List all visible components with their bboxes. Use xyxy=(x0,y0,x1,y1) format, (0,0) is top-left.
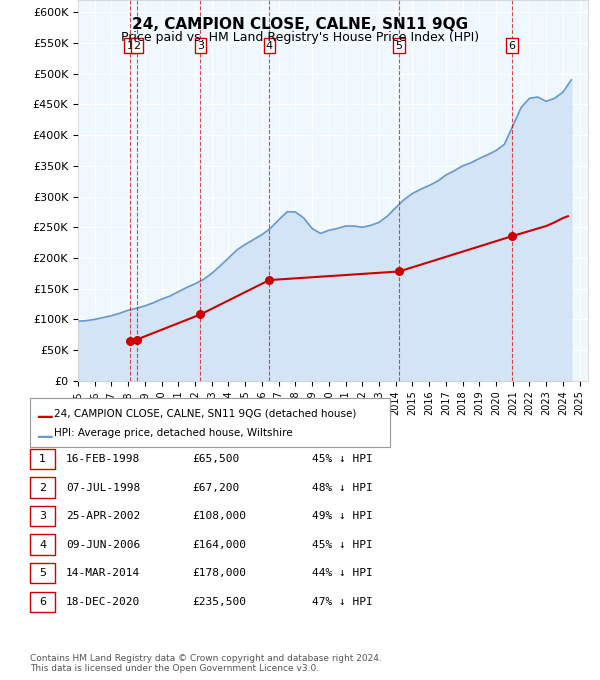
Text: 25-APR-2002: 25-APR-2002 xyxy=(66,511,140,521)
Text: 5: 5 xyxy=(39,568,46,578)
Point xyxy=(132,334,142,345)
Point xyxy=(265,275,274,286)
Text: 4: 4 xyxy=(266,41,273,51)
Text: 24, CAMPION CLOSE, CALNE, SN11 9QG: 24, CAMPION CLOSE, CALNE, SN11 9QG xyxy=(132,17,468,32)
Text: 18-DEC-2020: 18-DEC-2020 xyxy=(66,597,140,607)
Text: 16-FEB-1998: 16-FEB-1998 xyxy=(66,454,140,464)
Text: 45% ↓ HPI: 45% ↓ HPI xyxy=(312,454,373,464)
Point xyxy=(196,309,205,320)
Text: 24, CAMPION CLOSE, CALNE, SN11 9QG (detached house): 24, CAMPION CLOSE, CALNE, SN11 9QG (deta… xyxy=(54,408,356,418)
Text: 47% ↓ HPI: 47% ↓ HPI xyxy=(312,597,373,607)
Text: HPI: Average price, detached house, Wiltshire: HPI: Average price, detached house, Wilt… xyxy=(54,428,293,439)
Text: Price paid vs. HM Land Registry's House Price Index (HPI): Price paid vs. HM Land Registry's House … xyxy=(121,31,479,44)
Text: Contains HM Land Registry data © Crown copyright and database right 2024.: Contains HM Land Registry data © Crown c… xyxy=(30,654,382,663)
Text: 45% ↓ HPI: 45% ↓ HPI xyxy=(312,540,373,549)
Text: 48% ↓ HPI: 48% ↓ HPI xyxy=(312,483,373,492)
Text: 2: 2 xyxy=(133,41,140,51)
Text: 5: 5 xyxy=(395,41,403,51)
Text: 4: 4 xyxy=(39,540,46,549)
Text: 44% ↓ HPI: 44% ↓ HPI xyxy=(312,568,373,578)
Text: 14-MAR-2014: 14-MAR-2014 xyxy=(66,568,140,578)
Text: 3: 3 xyxy=(197,41,204,51)
Point xyxy=(394,266,404,277)
Point xyxy=(125,335,135,346)
Text: £164,000: £164,000 xyxy=(192,540,246,549)
Text: 2: 2 xyxy=(39,483,46,492)
Text: 6: 6 xyxy=(509,41,515,51)
Text: 1: 1 xyxy=(39,454,46,464)
Text: £178,000: £178,000 xyxy=(192,568,246,578)
Text: £67,200: £67,200 xyxy=(192,483,239,492)
Text: £108,000: £108,000 xyxy=(192,511,246,521)
Text: 09-JUN-2006: 09-JUN-2006 xyxy=(66,540,140,549)
Text: 1: 1 xyxy=(127,41,134,51)
Text: 07-JUL-1998: 07-JUL-1998 xyxy=(66,483,140,492)
Text: —: — xyxy=(36,408,53,426)
Point xyxy=(507,231,517,241)
Text: £235,500: £235,500 xyxy=(192,597,246,607)
Text: 6: 6 xyxy=(39,597,46,607)
Text: 49% ↓ HPI: 49% ↓ HPI xyxy=(312,511,373,521)
Text: This data is licensed under the Open Government Licence v3.0.: This data is licensed under the Open Gov… xyxy=(30,664,319,673)
Text: £65,500: £65,500 xyxy=(192,454,239,464)
Text: —: — xyxy=(36,428,53,446)
Text: 3: 3 xyxy=(39,511,46,521)
